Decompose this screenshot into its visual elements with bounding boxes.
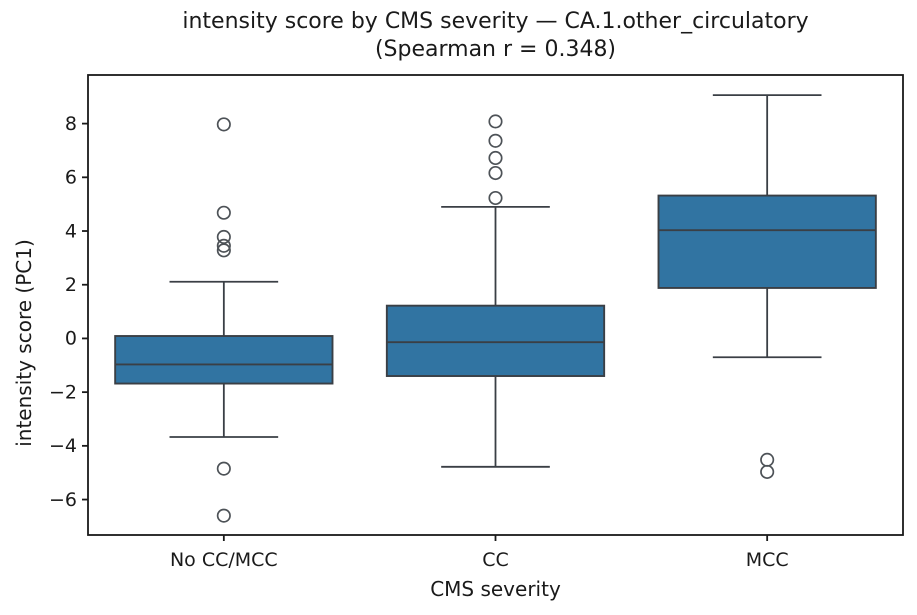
outlier-point: [488, 165, 503, 181]
outlier-point: [488, 150, 503, 166]
outlier-point: [760, 464, 775, 479]
y-axis-label: intensity score (PC1): [12, 239, 36, 447]
outlier-point: [216, 508, 231, 523]
box: [114, 335, 334, 385]
y-tick-label: 2: [65, 274, 77, 296]
y-tick-label: 0: [65, 328, 77, 350]
outlier-point: [216, 461, 231, 476]
outlier-point: [216, 117, 231, 132]
x-tick-label: MCC: [746, 549, 789, 571]
box: [657, 194, 877, 289]
outlier-point: [216, 205, 231, 220]
axes-spines: [87, 74, 904, 536]
x-tick-label: CC: [482, 549, 509, 571]
y-tick-label: 8: [65, 113, 77, 135]
outlier-point: [216, 243, 231, 258]
y-tick-label: −4: [49, 435, 77, 457]
y-tick-label: −2: [49, 381, 77, 403]
outlier-point: [488, 190, 503, 206]
chart-title-line2: (Spearman r = 0.348): [374, 37, 617, 62]
outlier-point: [760, 452, 775, 467]
y-tick-label: −6: [49, 489, 77, 511]
x-axis-label: CMS severity: [430, 577, 561, 601]
y-tick-label: 6: [65, 167, 77, 189]
box: [385, 304, 606, 377]
y-tick-label: 4: [65, 220, 77, 242]
x-tick-label: No CC/MCC: [170, 549, 278, 571]
outlier-point: [216, 229, 231, 244]
outlier-point: [216, 238, 231, 253]
outlier-point: [488, 133, 503, 148]
chart-title-line1: intensity score by CMS severity — CA.1.o…: [182, 9, 809, 34]
outlier-point: [488, 114, 503, 129]
